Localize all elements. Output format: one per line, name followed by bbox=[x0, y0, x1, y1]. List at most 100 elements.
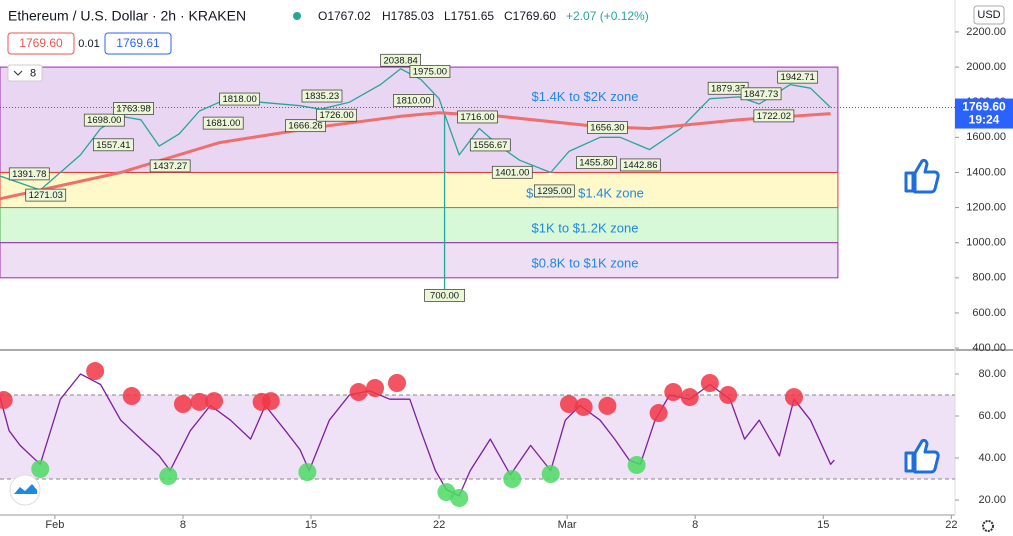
price-note-box bbox=[202, 116, 244, 130]
overbought-marker bbox=[559, 395, 578, 414]
y-tick-label: 60.00 bbox=[978, 410, 1006, 422]
price-note-box bbox=[409, 65, 451, 78]
price-note-box bbox=[424, 289, 465, 302]
ohlc-high: H1785.03 bbox=[382, 9, 434, 23]
price-note: 1295.00 bbox=[537, 186, 571, 197]
overbought-marker bbox=[190, 392, 209, 411]
y-tick-label: 400.00 bbox=[972, 342, 1006, 354]
price-note: 1835.23 bbox=[305, 91, 339, 102]
overbought-marker bbox=[785, 388, 804, 407]
x-tick-label: 8 bbox=[692, 519, 698, 531]
indicator-count: 8 bbox=[30, 67, 36, 79]
price-note: 1716.00 bbox=[460, 112, 494, 123]
price-note: 1271.03 bbox=[29, 190, 63, 201]
price-note-box bbox=[740, 87, 782, 101]
overbought-marker bbox=[719, 385, 738, 404]
ohlc-close: C1769.60 bbox=[504, 9, 556, 23]
price-note-box bbox=[219, 92, 261, 106]
price-note: 1975.00 bbox=[413, 66, 447, 77]
price-axis-bg bbox=[955, 0, 1013, 536]
y-tick-label: 2200.00 bbox=[966, 26, 1006, 38]
bid: 1769.60 bbox=[19, 36, 63, 50]
y-tick-label: 20.00 bbox=[978, 494, 1006, 506]
y-tick-label: 2000.00 bbox=[966, 61, 1006, 73]
price-note: 1722.02 bbox=[757, 111, 791, 122]
logo[interactable] bbox=[9, 474, 41, 506]
price-note: 1942.71 bbox=[780, 72, 814, 83]
price-note: 1556.67 bbox=[473, 140, 507, 151]
logo-mark bbox=[14, 484, 37, 494]
price-note: 1698.00 bbox=[87, 115, 121, 126]
oversold-marker bbox=[450, 488, 469, 507]
zone-label: $0.8K to $1K zone bbox=[532, 256, 639, 271]
zone bbox=[0, 207, 839, 244]
price-note-box bbox=[576, 156, 617, 170]
x-tick-label: 22 bbox=[433, 519, 445, 531]
ohlc-low: L1751.65 bbox=[444, 9, 494, 23]
price-note-box bbox=[83, 113, 125, 127]
overbought-marker bbox=[205, 392, 224, 411]
x-tick-label: 15 bbox=[817, 519, 829, 531]
chevron bbox=[13, 70, 23, 76]
price-note: 2038.84 bbox=[383, 55, 417, 66]
zone-label: $1.4K to $2K zone bbox=[532, 89, 639, 104]
price-note: 1763.98 bbox=[116, 104, 150, 115]
thumbs-up-icon bbox=[904, 438, 940, 474]
x-tick-label: 15 bbox=[305, 519, 317, 531]
overbought-marker bbox=[598, 396, 617, 415]
y-tick-label: 800.00 bbox=[972, 272, 1006, 284]
oversold-marker bbox=[159, 467, 178, 486]
y-tick-label: 1000.00 bbox=[966, 237, 1006, 249]
price-note-box bbox=[469, 138, 511, 152]
price-note: 1391.78 bbox=[12, 169, 46, 180]
price-note-box bbox=[380, 53, 422, 67]
price-note: 1681.00 bbox=[206, 118, 240, 129]
header: Ethereum / U.S. Dollar · 2h · KRAKEN O17… bbox=[7, 5, 1005, 55]
y-tick-label: 40.00 bbox=[978, 452, 1006, 464]
currency-box[interactable] bbox=[973, 5, 1005, 25]
y-tick-label: 1400.00 bbox=[966, 166, 1006, 178]
price-note-box bbox=[93, 138, 134, 152]
last-price-label: 1769.60 bbox=[962, 100, 1006, 114]
price-note-box bbox=[491, 165, 533, 179]
series-line bbox=[0, 68, 832, 191]
price-note: 1879.37 bbox=[711, 83, 745, 94]
y-tick-label: 1600.00 bbox=[966, 131, 1006, 143]
x-tick-label: 22 bbox=[945, 519, 957, 531]
ohlc-open: O1767.02 bbox=[318, 9, 371, 23]
thumb-shape bbox=[904, 158, 940, 194]
zone bbox=[0, 171, 839, 209]
overbought-marker bbox=[86, 362, 105, 381]
y-tick-label: 80.00 bbox=[978, 368, 1006, 380]
x-tick-label: 8 bbox=[180, 519, 186, 531]
price-note: 1726.00 bbox=[319, 110, 353, 121]
thumb-shape bbox=[904, 438, 940, 474]
price-note-box bbox=[25, 188, 67, 202]
price-note: 1455.80 bbox=[579, 158, 613, 169]
oversold-marker bbox=[298, 463, 317, 482]
overbought-marker bbox=[122, 387, 141, 406]
last-price-time: 19:24 bbox=[969, 113, 1000, 127]
ask: 1769.61 bbox=[116, 36, 160, 50]
last-price-tag bbox=[955, 98, 1013, 129]
price-note-box bbox=[285, 119, 326, 133]
sell-button[interactable] bbox=[7, 32, 75, 55]
overbought-marker bbox=[366, 379, 385, 398]
oversold-marker bbox=[627, 455, 646, 474]
overbought-marker bbox=[700, 374, 719, 392]
thumbs-up-icon bbox=[904, 158, 940, 194]
price-note-box bbox=[301, 89, 343, 103]
buy-button[interactable] bbox=[104, 32, 172, 55]
price-note: 1437.27 bbox=[153, 161, 187, 172]
settings-gear[interactable] bbox=[982, 520, 994, 532]
price-note-box bbox=[587, 121, 628, 134]
moving-average bbox=[0, 111, 831, 201]
price-note: 1656.30 bbox=[590, 122, 624, 133]
indicator-chip[interactable] bbox=[7, 64, 43, 82]
price-note: 1847.73 bbox=[744, 89, 778, 100]
status-dot bbox=[293, 12, 301, 20]
overbought-marker bbox=[261, 392, 280, 411]
series-line bbox=[0, 373, 835, 497]
price-note-box bbox=[316, 108, 357, 122]
